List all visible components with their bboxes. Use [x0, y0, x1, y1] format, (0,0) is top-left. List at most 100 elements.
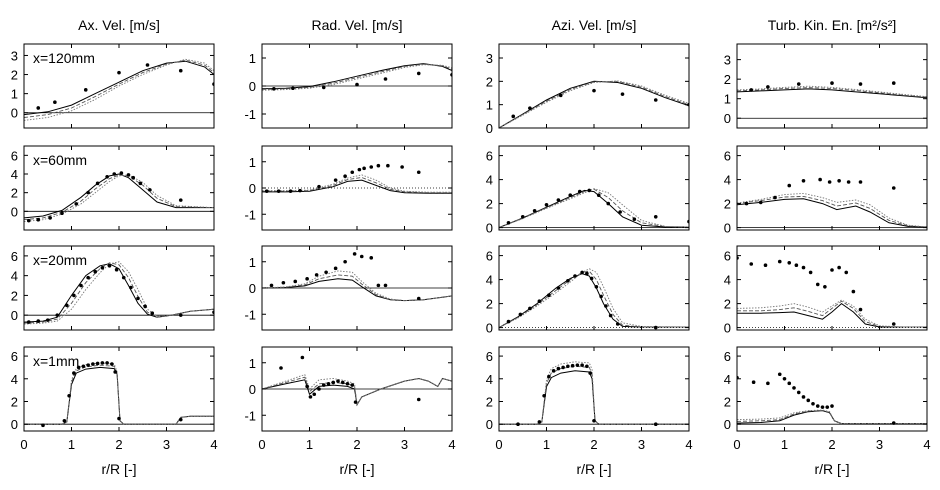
data-point-r2c2-10	[369, 165, 374, 169]
data-point-r4c4-7	[796, 390, 801, 395]
data-point-r2c3-3	[544, 203, 549, 207]
data-point-r2c1-7	[105, 175, 109, 179]
data-point-r4c2-9	[336, 379, 340, 383]
data-point-r3c4-5	[794, 263, 799, 268]
data-point-r2c3-11	[632, 217, 637, 221]
data-point-r3c2-13	[416, 296, 421, 301]
data-point-r3c4-11	[837, 265, 841, 270]
data-point-r3c3-13	[604, 304, 608, 308]
data-point-r1c3-4	[620, 92, 625, 96]
x-tick-label-r4c1-4: 4	[210, 437, 217, 452]
data-point-r3c3-15	[615, 322, 620, 326]
data-point-r4c3-10	[580, 363, 584, 367]
x-tick-label-r4c3-4: 4	[685, 437, 692, 452]
y-tick-label-r2c2--1: -1	[244, 207, 256, 222]
data-point-r4c2-1	[300, 355, 305, 360]
data-point-r3c2-5	[324, 270, 328, 275]
panel-r2c4: 0 2 4 6	[724, 145, 928, 236]
data-point-r2c2-5	[333, 178, 338, 182]
series-line-dashed-r3c3	[499, 270, 689, 328]
y-tick-label-r3c4-4: 4	[724, 273, 731, 288]
data-point-r1c2-3	[355, 82, 359, 87]
data-point-r3c4-7	[808, 270, 813, 275]
x-tick-label-r4c2-2: 2	[353, 437, 360, 452]
y-tick-label-r2c1-4: 4	[11, 167, 18, 182]
data-point-r4c2-0	[279, 366, 283, 370]
series-line-dotted-r3c4	[737, 299, 927, 328]
data-point-r3c1-1	[36, 319, 41, 323]
y-tick-label-r3c1-6: 6	[11, 249, 18, 264]
data-point-r4c4-11	[815, 404, 820, 408]
plot-area-r3c4	[737, 256, 927, 328]
data-point-r4c3-2	[542, 394, 546, 398]
series-line-solid-r3c2	[262, 278, 452, 302]
data-point-r2c2-6	[343, 174, 347, 178]
x-tick-label-r4c1-3: 3	[163, 437, 170, 452]
column-title-axial-velocity: Ax. Vel. [m/s]	[78, 17, 160, 33]
series-line-dotted-r3c3	[499, 268, 689, 329]
x-tick-label-r4c3-2: 2	[590, 437, 597, 452]
x-tick-label-r4c3-0: 0	[495, 437, 502, 452]
data-point-r3c3-3	[537, 299, 542, 304]
data-point-r4c3-8	[570, 363, 575, 368]
data-point-r2c1-4	[74, 202, 79, 206]
y-tick-label-r2c1-6: 6	[11, 148, 18, 163]
data-point-r1c2-2	[321, 85, 326, 90]
data-point-r1c3-5	[653, 98, 658, 102]
x-tick-label-r4c4-1: 1	[781, 437, 788, 452]
y-tick-label-r3c2--1: -1	[244, 307, 256, 322]
x-tick-label-r4c3-1: 1	[543, 437, 550, 452]
data-point-r3c1-15	[143, 304, 147, 309]
y-tick-label-r2c1-2: 2	[11, 186, 18, 201]
plot-area-r3c3	[499, 268, 689, 330]
data-point-r1c3-0	[511, 114, 516, 119]
data-point-r4c3-0	[516, 422, 520, 426]
plot-area-r1c1	[24, 58, 214, 121]
data-point-r3c4-3	[777, 259, 782, 264]
y-tick-label-r1c2--1: -1	[244, 107, 256, 122]
y-tick-label-r1c3-1: 1	[486, 98, 493, 113]
series-line-dashed-r1c4	[737, 87, 927, 98]
series-line-solid-r3c4	[737, 302, 927, 328]
y-tick-label-r2c3-4: 4	[486, 173, 493, 188]
data-point-r2c4-5	[818, 177, 822, 182]
data-point-r2c2-11	[376, 163, 381, 168]
y-tick-label-r1c1-0: 0	[11, 106, 18, 121]
data-point-r2c4-2	[773, 195, 777, 200]
data-point-r4c2-13	[353, 400, 358, 404]
y-tick-label-r2c3-0: 0	[486, 221, 493, 236]
data-point-r4c2-8	[331, 380, 336, 385]
data-point-r2c2-1	[276, 189, 281, 193]
series-line-dotted-r4c1	[24, 362, 214, 425]
data-point-r4c2-11	[345, 381, 350, 386]
data-point-r4c3-7	[566, 364, 570, 369]
data-point-r3c4-9	[823, 285, 827, 289]
data-point-r4c4-15	[891, 421, 896, 425]
data-point-r3c3-2	[528, 306, 532, 311]
axes-frame-r3c4	[736, 245, 928, 331]
data-point-r2c3-5	[568, 193, 573, 197]
data-point-r4c2-14	[416, 397, 421, 402]
data-point-r4c4-5	[787, 381, 792, 386]
y-tick-label-r4c1-0: 0	[11, 417, 18, 432]
data-point-r4c2-5	[317, 387, 321, 391]
x-tick-label-r4c4-3: 3	[876, 437, 883, 452]
data-point-r3c4-10	[830, 268, 834, 272]
x-axis-label-col-3: r/R [-]	[577, 461, 612, 477]
x-tick-label-r4c4-2: 2	[828, 437, 835, 452]
plot-area-r1c3	[499, 80, 689, 128]
data-point-r3c3-14	[608, 313, 613, 318]
data-point-r2c4-7	[837, 179, 841, 183]
series-line-dashed-r1c1	[24, 59, 214, 118]
panel-r2c1: 0 2 4 6 x=60mm	[11, 145, 215, 231]
data-point-r3c3-0	[506, 319, 511, 324]
data-point-r2c3-12	[653, 215, 658, 219]
data-point-r4c1-8	[95, 361, 100, 366]
y-tick-label-r4c1-2: 2	[11, 394, 18, 409]
panel-r4c1: 0 2 4 6 0 1 2 3 4 x=1mm	[11, 346, 218, 452]
data-point-r3c2-9	[359, 254, 364, 259]
row-label-r2c1: x=60mm	[33, 152, 87, 168]
data-point-r1c1-2	[83, 88, 88, 92]
data-point-r3c4-6	[801, 265, 806, 270]
